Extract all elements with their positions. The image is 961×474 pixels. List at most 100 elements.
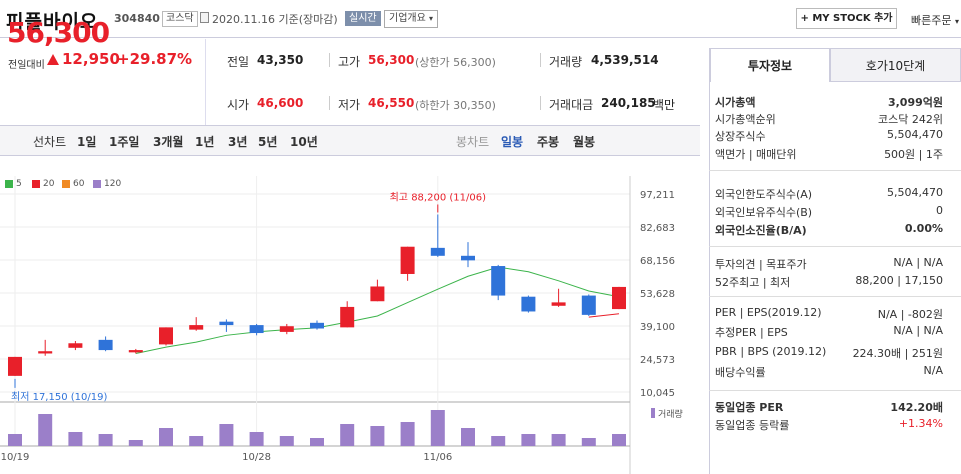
- line-chart-label: 선차트: [33, 135, 67, 149]
- info-label: 외국인한도주식수(A): [715, 188, 813, 201]
- divider: [709, 390, 961, 391]
- y-tick-label: 10,045: [640, 388, 675, 399]
- divider: [329, 53, 330, 67]
- info-label: 외국인소진율(B/A): [715, 224, 807, 237]
- market-badge: 코스닥: [162, 11, 198, 27]
- high-value: 56,300: [368, 53, 415, 67]
- info-label: 시가총액순위: [715, 113, 776, 126]
- add-mystock-button[interactable]: + MY STOCK 추가: [796, 8, 897, 29]
- info-label: 동일업종 PER: [715, 401, 784, 414]
- amount-label: 거래대금: [549, 98, 594, 112]
- info-value: 142.20배: [890, 401, 943, 414]
- volume-bar: [38, 414, 53, 446]
- legend-ma20: 20: [43, 179, 55, 189]
- high-label: 고가: [338, 55, 361, 69]
- quick-order-button[interactable]: 빠른주문 ▾: [911, 12, 959, 28]
- info-label: 액면가 | 매매단위: [715, 148, 797, 161]
- tab-investment-info[interactable]: 투자정보: [710, 48, 830, 82]
- candle-body: [340, 306, 355, 328]
- y-tick-label: 82,683: [640, 223, 675, 234]
- stock-code: 304840: [114, 12, 160, 25]
- info-value: 0.00%: [904, 222, 943, 235]
- info-label: 52주최고 | 최저: [715, 276, 791, 289]
- volume-bar: [159, 428, 173, 446]
- info-label: 배당수익률: [715, 366, 766, 379]
- candle-body: [189, 325, 204, 330]
- period-10y[interactable]: 10년: [290, 135, 318, 149]
- candle-body: [551, 302, 566, 306]
- tab-orderbook[interactable]: 호가10단계: [830, 48, 961, 82]
- info-label: 투자의견 | 목표주가: [715, 258, 807, 271]
- change-label: 전일대비: [8, 60, 45, 71]
- x-tick-label: 10/19: [1, 452, 30, 463]
- price-box: [0, 39, 206, 125]
- amount-value: 240,185: [601, 96, 656, 110]
- volume-legend-swatch: [651, 408, 655, 418]
- open-label: 시가: [227, 98, 250, 112]
- volume-bar: [340, 424, 355, 446]
- candle-body: [249, 325, 264, 334]
- candle-body: [370, 286, 385, 302]
- volume-bar: [189, 436, 204, 446]
- high-annotation: 최고 88,200 (11/06): [390, 191, 486, 203]
- x-tick-label: 10/28: [242, 452, 271, 463]
- candlestick-chart[interactable]: 97,211 82,683 68,156 53,628 39,100 24,573 10,0…: [0, 156, 700, 474]
- divider: [540, 96, 541, 110]
- x-tick-label: 11/06: [423, 452, 452, 463]
- change-value: 12,950: [62, 50, 120, 68]
- company-overview-dropdown[interactable]: 기업개요 ▾: [384, 10, 439, 28]
- period-daily[interactable]: 일봉: [501, 135, 524, 149]
- realtime-button[interactable]: 실시간: [345, 11, 381, 26]
- candle-body: [400, 246, 415, 274]
- candle-body: [219, 321, 234, 326]
- period-monthly[interactable]: 월봉: [573, 135, 596, 149]
- volume-bar: [219, 424, 234, 446]
- period-1w[interactable]: 1주일: [109, 135, 140, 149]
- candle-body: [8, 356, 22, 376]
- period-1y[interactable]: 1년: [195, 135, 215, 149]
- candle-body: [159, 327, 173, 345]
- volume-bar: [612, 434, 626, 446]
- info-value: N/A | N/A: [893, 324, 943, 337]
- info-value: 5,504,470: [887, 128, 943, 141]
- volume-label: 거래량: [549, 55, 583, 69]
- info-label: PER | EPS(2019.12): [715, 306, 822, 319]
- y-tick-label: 97,211: [640, 190, 675, 201]
- candle-body: [612, 286, 626, 310]
- base-date: 2020.11.16 기준(장마감): [212, 13, 338, 26]
- divider: [709, 296, 961, 297]
- legend-ma5: 5: [16, 179, 22, 189]
- volume-bar: [521, 434, 536, 446]
- volume-bar: [430, 410, 445, 446]
- candle-body: [491, 266, 506, 296]
- candle-chart-label: 봉차트: [456, 135, 490, 149]
- volume-bar: [310, 438, 324, 446]
- divider: [329, 96, 330, 110]
- volume-bar: [128, 440, 143, 446]
- chevron-down-icon: ▾: [429, 14, 434, 23]
- candle-body: [521, 296, 536, 312]
- amount-unit: 백만: [653, 98, 676, 112]
- y-tick-label: 39,100: [640, 322, 675, 333]
- candle-body: [461, 255, 475, 261]
- y-tick-label: 24,573: [640, 355, 675, 366]
- prev-close-value: 43,350: [257, 53, 304, 67]
- candle-body: [98, 339, 113, 351]
- period-1d[interactable]: 1일: [77, 135, 97, 149]
- divider: [709, 170, 961, 171]
- period-weekly[interactable]: 주봉: [537, 135, 560, 149]
- legend-ma60: 60: [73, 179, 85, 189]
- period-3m[interactable]: 3개월: [153, 135, 184, 149]
- period-3y[interactable]: 3년: [228, 135, 248, 149]
- prev-close-label: 전일: [227, 55, 250, 69]
- chevron-down-icon: ▾: [954, 17, 959, 26]
- info-label: PBR | BPS (2019.12): [715, 345, 827, 358]
- candle-body: [38, 351, 53, 354]
- volume-bar: [370, 426, 385, 446]
- low-value: 46,550: [368, 96, 415, 110]
- stock-header: [0, 0, 961, 38]
- volume-bar: [461, 428, 475, 446]
- period-5y[interactable]: 5년: [258, 135, 278, 149]
- info-value: N/A | N/A: [893, 256, 943, 269]
- candle-body: [581, 295, 596, 315]
